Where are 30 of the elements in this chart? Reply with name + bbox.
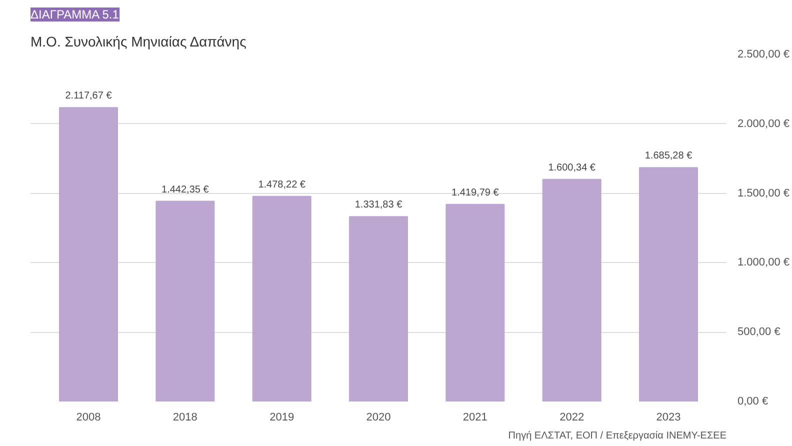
y-tick-label: 0,00 € — [738, 396, 768, 408]
bar — [252, 196, 312, 402]
bar — [349, 216, 408, 402]
data-label: 2.117,67 € — [65, 90, 112, 102]
data-label: 1.685,28 € — [644, 150, 693, 162]
x-tick-label: 2019 — [270, 412, 294, 424]
y-tick-label: 1.500,00 € — [738, 187, 790, 200]
y-tick-label: 500,00 € — [738, 326, 780, 338]
data-label: 1.331,83 € — [354, 200, 403, 211]
chart-subtitle: Μ.Ο. Συνολικής Μηνιαίας Δαπάνης — [30, 34, 247, 50]
data-label: 1.600,34 € — [548, 162, 596, 174]
x-tick-label: 2020 — [366, 412, 391, 424]
y-tick-label: 2.000,00 € — [738, 118, 790, 130]
chart-title: ΔΙΑΓΡΑΜΜΑ 5.1 — [30, 8, 120, 22]
bar — [446, 204, 505, 402]
x-tick-label: 2022 — [560, 412, 584, 424]
x-tick-label: 2018 — [172, 412, 198, 424]
data-label: 1.419,79 € — [452, 187, 500, 198]
x-tick-label: 2021 — [462, 412, 488, 424]
data-label: 1.442,35 € — [162, 184, 210, 196]
bar — [639, 167, 698, 402]
y-tick-label: 2.500,00 € — [738, 48, 790, 60]
bar — [156, 200, 215, 402]
x-tick-label: 2023 — [656, 412, 681, 424]
y-tick-label: 1.000,00 € — [738, 256, 790, 269]
data-label: 1.478,22 € — [258, 179, 306, 190]
x-tick-label: 2008 — [76, 412, 101, 424]
bar — [542, 178, 602, 402]
text: Πηγή ΕΛΣΤΑΤ, ΕΟΠ / Επεξεργασία ΙΝΕΜΥ-ΕΣΕΕ — [508, 430, 727, 442]
bar — [59, 107, 118, 402]
